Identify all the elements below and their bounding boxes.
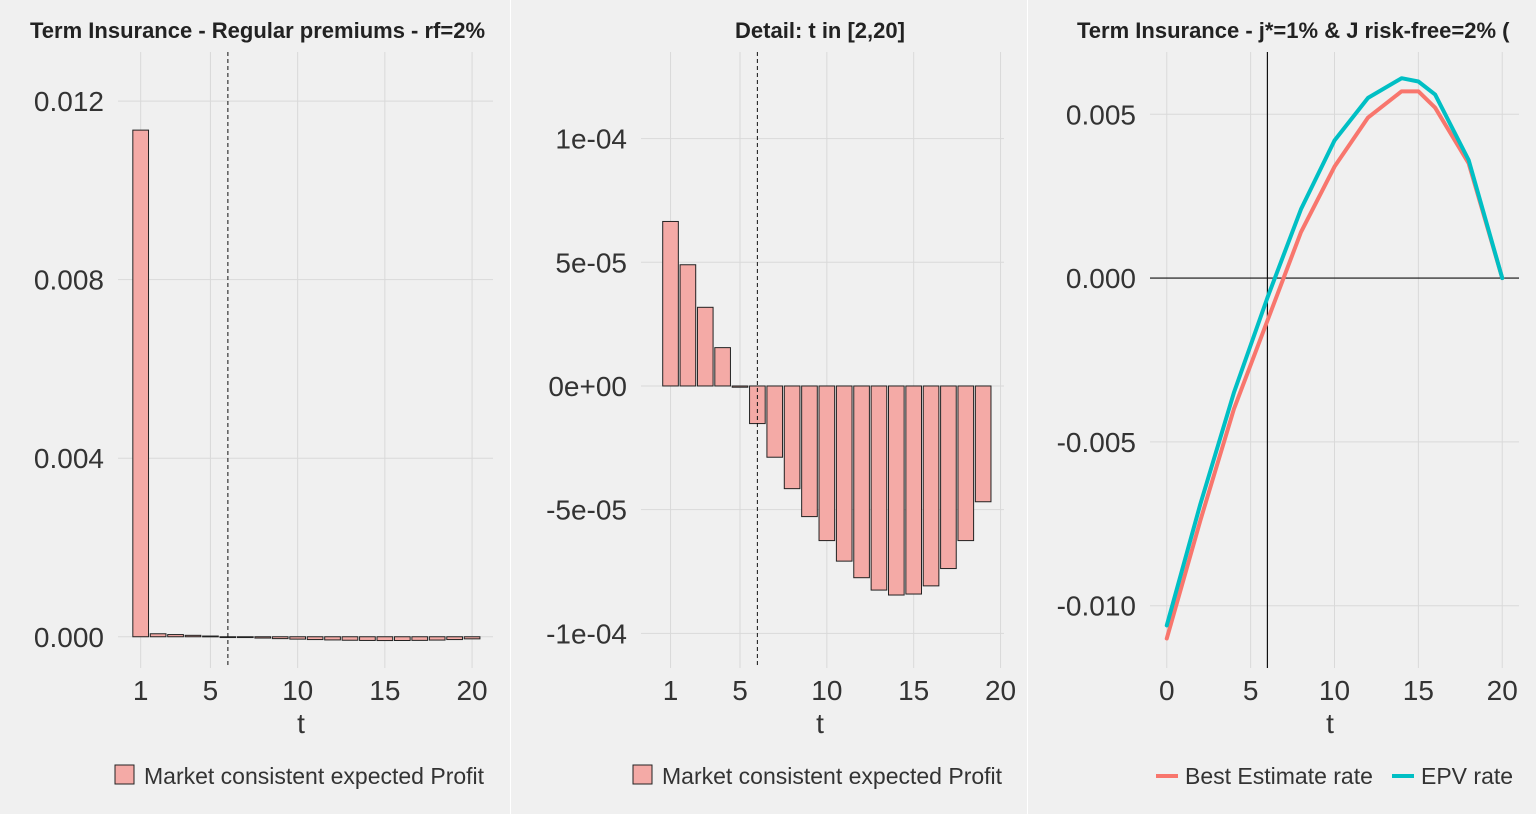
x-tick-label: 20: [456, 675, 487, 706]
bar: [411, 636, 429, 641]
profit-bar-chart: Term Insurance - Regular premiums - rf=2…: [30, 18, 493, 789]
bar: [766, 385, 784, 458]
x-tick-label: 1: [663, 675, 679, 706]
bar: [306, 636, 324, 641]
y-tick-label: 0.008: [34, 265, 104, 296]
series-line-epv: [1164, 76, 1505, 628]
bar: [783, 385, 801, 490]
bar: [167, 634, 184, 638]
bar: [696, 306, 714, 387]
bar: [835, 385, 853, 562]
bar: [132, 129, 150, 638]
x-axis-label: t: [1326, 708, 1334, 739]
bar: [202, 635, 219, 638]
y-tick-label: -5e-05: [546, 495, 627, 526]
legend-label: Market consistent expected Profit: [144, 763, 485, 789]
detail-bar-chart: Detail: t in [2,20] 1 5 10 15 20-1e-04-5e-05…: [546, 18, 1016, 789]
bar: [731, 385, 749, 388]
legend-label-best-estimate: Best Estimate rate: [1185, 763, 1373, 789]
bar: [870, 385, 888, 591]
bar: [974, 385, 992, 503]
x-tick-label: 15: [1403, 675, 1434, 706]
chart-panel-detail: Detail: t in [2,20] 1 5 10 15 20 -1e-04 -5e-05…: [511, 0, 1027, 814]
y-tick-label: 5e-05: [555, 247, 627, 278]
bar: [463, 636, 481, 640]
panel-divider: [510, 0, 511, 814]
x-tick-label: 20: [985, 675, 1016, 706]
y-tick-label: 0.000: [34, 622, 104, 653]
x-axis-label: t: [297, 708, 305, 739]
bar: [679, 264, 697, 387]
bar: [324, 636, 341, 641]
x-tick-label: 20: [1487, 675, 1518, 706]
x-tick-label: 10: [811, 675, 842, 706]
bar: [888, 385, 905, 596]
legend-label: Market consistent expected Profit: [662, 763, 1003, 789]
y-tick-label: 1e-04: [555, 124, 627, 155]
x-tick-label: 10: [282, 675, 313, 706]
y-tick-label: 0.000: [1066, 263, 1136, 294]
y-tick-label: -0.005: [1057, 427, 1136, 458]
chart-panel-rates: Term Insurance - j*=1% & J risk-free=2% …: [1028, 0, 1536, 814]
bar: [428, 636, 446, 641]
legend-swatch: [632, 764, 653, 785]
chart-title: Term Insurance - Regular premiums - rf=2…: [30, 18, 485, 43]
legend-label-epv: EPV rate: [1421, 763, 1513, 789]
chart-title: Term Insurance - j*=1% & J risk-free=2% …: [1077, 18, 1510, 43]
bar: [236, 636, 254, 639]
x-tick-label: 5: [732, 675, 748, 706]
x-axis-label: t: [816, 708, 824, 739]
bar: [184, 634, 202, 638]
bar: [376, 636, 394, 642]
bar: [905, 385, 922, 595]
x-tick-label: 0: [1159, 675, 1175, 706]
bar: [254, 636, 272, 639]
y-tick-label: -0.010: [1057, 591, 1136, 622]
chart-panel-profit: Term Insurance - Regular premiums - rf=2…: [0, 0, 510, 814]
x-tick-label: 5: [1243, 675, 1259, 706]
chart-title: Detail: t in [2,20]: [735, 18, 905, 43]
bar: [149, 633, 167, 638]
series-line-best-estimate: [1164, 89, 1505, 641]
bar: [818, 385, 836, 542]
bar: [714, 347, 731, 387]
bar: [359, 636, 376, 641]
legend-swatch: [114, 764, 135, 785]
bar: [922, 385, 940, 587]
x-tick-label: 1: [133, 675, 149, 706]
bar: [801, 385, 818, 518]
bar: [853, 385, 870, 579]
bar: [341, 636, 359, 641]
y-tick-label: 0.012: [34, 86, 104, 117]
panel-divider: [1027, 0, 1028, 814]
bar: [940, 385, 957, 570]
x-tick-label: 10: [1319, 675, 1350, 706]
y-tick-label: 0e+00: [548, 371, 627, 402]
y-tick-label: 0.005: [1066, 99, 1136, 130]
bar: [662, 220, 679, 387]
x-tick-label: 15: [369, 675, 400, 706]
bar: [271, 636, 289, 640]
bar: [957, 385, 975, 542]
x-tick-label: 5: [203, 675, 219, 706]
rates-line-chart: Term Insurance - j*=1% & J risk-free=2% …: [1057, 18, 1519, 789]
bar: [393, 636, 411, 642]
bar: [289, 636, 307, 640]
bar: [446, 636, 463, 641]
y-tick-label: -1e-04: [546, 618, 627, 649]
y-tick-label: 0.004: [34, 443, 104, 474]
x-tick-label: 15: [898, 675, 929, 706]
